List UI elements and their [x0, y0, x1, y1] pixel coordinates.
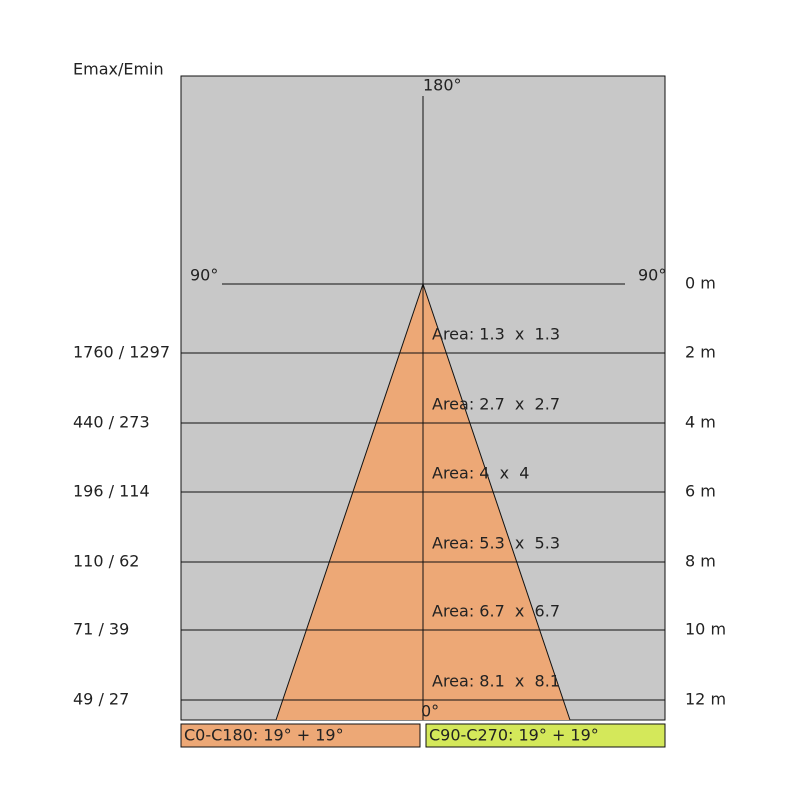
angle-top: 180°	[423, 76, 462, 95]
emax-emin-label: 196 / 114	[73, 482, 150, 501]
area-label: Area: 4 x 4	[432, 464, 529, 483]
area-label: Area: 8.1 x 8.1	[432, 672, 560, 691]
distance-label: 12 m	[685, 690, 726, 709]
cone-edge	[422, 283, 571, 721]
emax-emin-label: 71 / 39	[73, 620, 129, 639]
distance-label: 2 m	[685, 343, 716, 362]
emax-emin-label: 1760 / 1297	[73, 343, 170, 362]
angle-left: 90°	[190, 266, 218, 285]
angle-bottom: 0°	[421, 702, 439, 721]
header: Emax/Emin	[73, 60, 164, 79]
angle-right: 90°	[638, 266, 666, 285]
emax-emin-label: 440 / 273	[73, 413, 150, 432]
emax-emin-label: 110 / 62	[73, 552, 139, 571]
distance-label: 10 m	[685, 620, 726, 639]
emax-emin-label: 49 / 27	[73, 690, 129, 709]
area-label: Area: 2.7 x 2.7	[432, 395, 560, 414]
area-label: Area: 1.3 x 1.3	[432, 325, 560, 344]
legend-box	[425, 723, 666, 748]
distance-label: 0 m	[685, 274, 716, 293]
distance-label: 4 m	[685, 413, 716, 432]
cone-edge	[275, 283, 424, 721]
distance-label: 6 m	[685, 482, 716, 501]
legend-box	[180, 723, 421, 748]
area-label: Area: 6.7 x 6.7	[432, 602, 560, 621]
legend-label: C0-C180: 19° + 19°	[184, 726, 344, 745]
legend-label: C90-C270: 19° + 19°	[429, 726, 599, 745]
distance-label: 8 m	[685, 552, 716, 571]
area-label: Area: 5.3 x 5.3	[432, 534, 560, 553]
